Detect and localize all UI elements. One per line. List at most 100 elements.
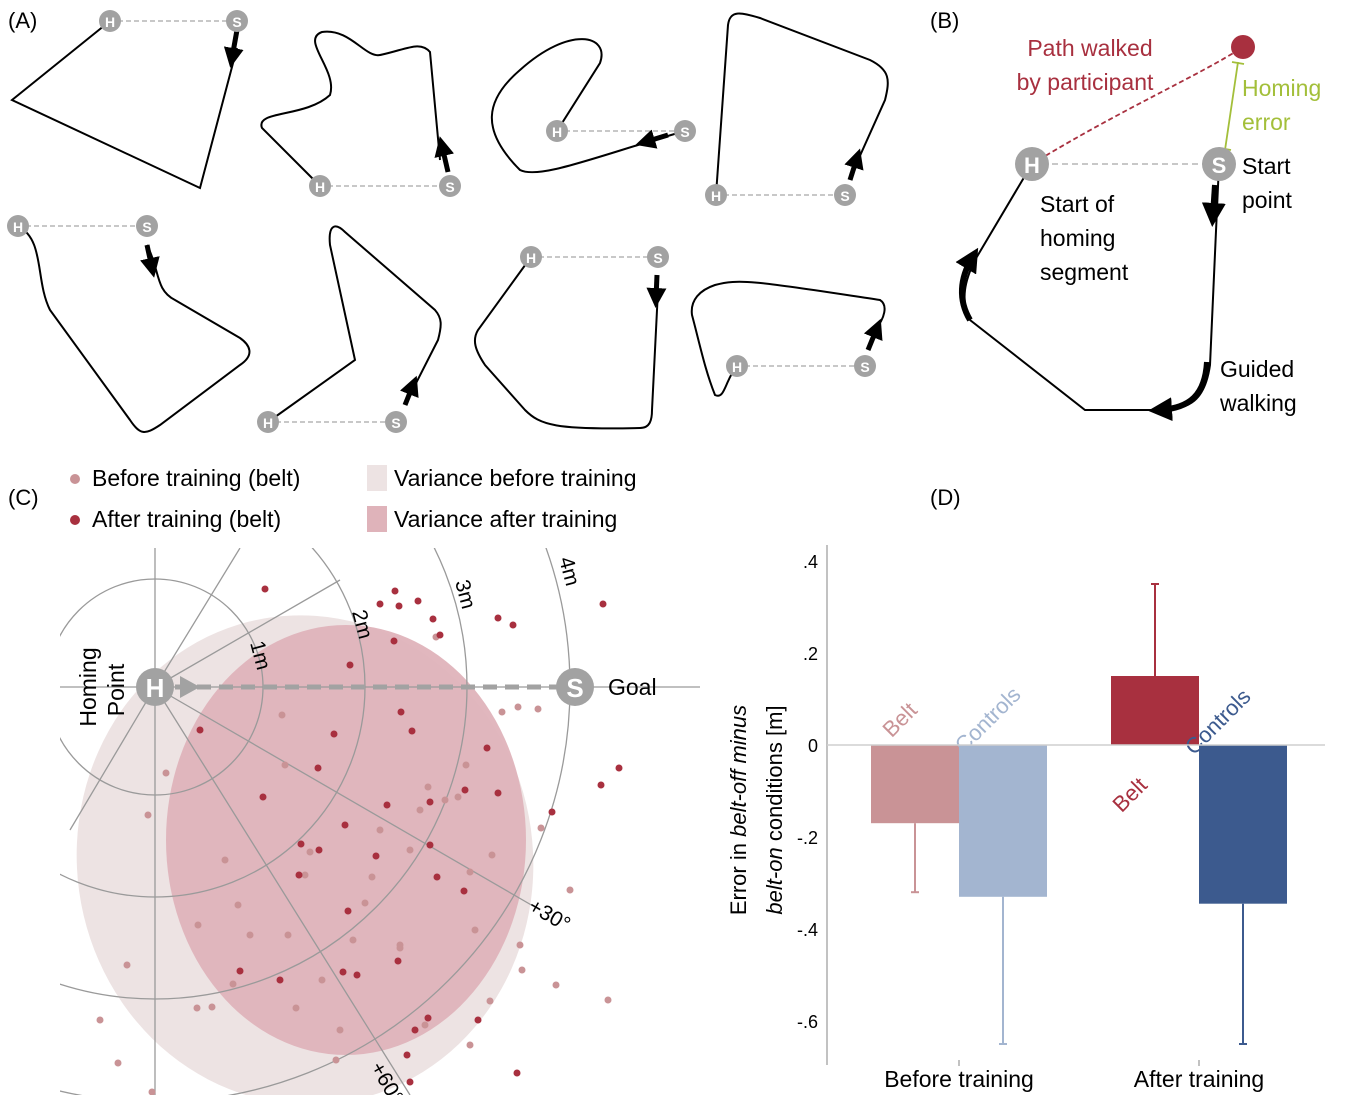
point-before — [534, 705, 542, 713]
legend: Before training (belt) After training (b… — [70, 465, 637, 532]
svg-text:S: S — [860, 359, 869, 375]
panel-b-label: (B) — [930, 8, 959, 33]
homing-direction-arrow — [180, 676, 200, 698]
point-after — [426, 841, 434, 849]
point-after — [494, 789, 502, 797]
svg-text:S: S — [445, 179, 454, 195]
home-marker: H — [546, 120, 568, 142]
start-marker: S — [854, 355, 876, 377]
svg-text:H: H — [552, 124, 562, 140]
point-before — [193, 1004, 201, 1012]
point-before — [332, 1056, 340, 1064]
svg-text:H: H — [315, 179, 325, 195]
participant-path — [1031, 46, 1244, 165]
point-before — [336, 1026, 344, 1034]
point-before — [349, 936, 357, 944]
panel-c: (C) Before training (belt) After trainin… — [8, 465, 700, 1095]
point-after — [261, 585, 269, 593]
legend-before: Before training (belt) — [92, 465, 300, 491]
point-before — [284, 931, 292, 939]
point-before — [148, 1088, 156, 1095]
y-tick-label: 0 — [808, 736, 818, 756]
point-before — [306, 848, 314, 856]
svg-text:H: H — [263, 415, 273, 431]
home-marker: H — [136, 668, 174, 706]
point-before — [466, 868, 474, 876]
point-before — [516, 941, 524, 949]
point-after — [297, 840, 305, 848]
point-after — [460, 887, 468, 895]
start-marker: S — [385, 411, 407, 433]
home-marker: H — [726, 355, 748, 377]
point-after — [403, 1051, 411, 1059]
point-before — [361, 899, 369, 907]
home-marker: H — [1015, 147, 1049, 181]
point-before — [376, 826, 384, 834]
point-after — [408, 727, 416, 735]
legend-after-marker — [70, 515, 80, 525]
point-after — [330, 730, 338, 738]
bar-label: Belt — [877, 697, 921, 741]
point-after — [295, 871, 303, 879]
svg-text:S: S — [232, 14, 241, 30]
point-after — [483, 744, 491, 752]
point-after — [314, 764, 322, 772]
svg-text:H: H — [732, 359, 742, 375]
point-before — [552, 981, 560, 989]
x-categories: Before training After training — [884, 1060, 1264, 1092]
point-before — [229, 980, 237, 988]
legend-after: After training (belt) — [92, 506, 281, 532]
start-point-label-2: point — [1242, 187, 1292, 213]
point-before — [454, 793, 462, 801]
ring-label-4m: 4m — [554, 554, 584, 588]
point-after — [276, 976, 284, 984]
scatter-before — [96, 633, 612, 1095]
point-before — [114, 1059, 122, 1067]
svg-text:H: H — [13, 219, 23, 235]
guided-walking-label-2: walking — [1219, 390, 1297, 416]
point-before — [462, 761, 470, 769]
start-marker: S — [556, 668, 594, 706]
point-before — [278, 711, 286, 719]
point-after — [315, 846, 323, 854]
start-marker: S — [834, 184, 856, 206]
y-axis-label-line1: Error in belt-off minus — [726, 705, 751, 915]
point-before — [162, 769, 170, 777]
point-before — [441, 796, 449, 804]
home-marker: H — [309, 175, 331, 197]
start-homing-label-2: homing — [1040, 225, 1115, 251]
start-marker: S — [1202, 147, 1236, 181]
start-marker: S — [674, 120, 696, 142]
point-before — [396, 944, 404, 952]
svg-text:H: H — [526, 250, 536, 266]
point-before — [566, 886, 574, 894]
point-after — [353, 971, 361, 979]
homing-error-label-1: Homing — [1242, 75, 1321, 101]
svg-text:S: S — [391, 415, 400, 431]
start-homing-label-1: Start of — [1040, 191, 1115, 217]
bar-belt-before — [871, 745, 959, 824]
point-before — [208, 1003, 216, 1011]
point-before — [471, 926, 479, 934]
trajectory-2: H S — [260, 30, 461, 197]
y-ticks: .4 .2 0 -.2 -.4 -.6 — [797, 552, 818, 1032]
bar-belt-after — [1111, 676, 1199, 745]
start-point-label-1: Start — [1242, 153, 1291, 179]
trajectory-7: H S — [473, 246, 669, 430]
point-before — [318, 976, 326, 984]
point-before — [537, 824, 545, 832]
path-walked-label-2: by participant — [1017, 69, 1154, 95]
panel-d: (D) Error in belt-off minus belt-on cond… — [726, 485, 1325, 1092]
y-tick-label: -.6 — [797, 1012, 818, 1032]
point-after — [429, 615, 437, 623]
point-before — [246, 931, 254, 939]
svg-text:H: H — [105, 14, 115, 30]
point-after — [259, 793, 267, 801]
homing-point-label-2: Point — [103, 663, 129, 716]
point-after — [372, 852, 380, 860]
point-after — [341, 821, 349, 829]
goal-label: Goal — [608, 674, 657, 700]
point-after — [599, 600, 607, 608]
svg-text:H: H — [146, 673, 165, 703]
y-tick-label: .2 — [803, 644, 818, 664]
